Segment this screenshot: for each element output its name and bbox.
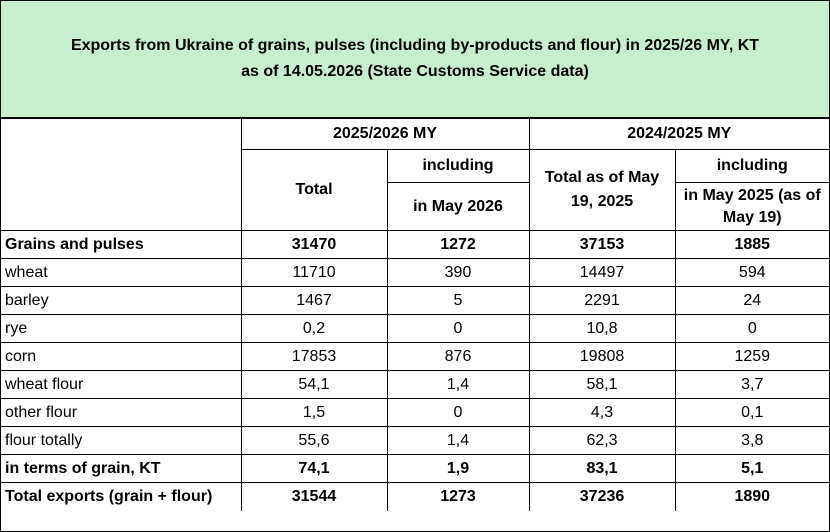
cell-total-2025: 37153: [528, 230, 676, 259]
title-line-1: Exports from Ukraine of grains, pulses (…: [70, 37, 760, 54]
table-row: Grains and pulses 31470 1272 37153 1885: [1, 230, 830, 259]
table-row: wheat 11710 390 14497 594: [1, 258, 830, 287]
row-label: corn: [1, 342, 242, 371]
cell-total-2025: 83,1: [528, 454, 676, 483]
cell-total-2025: 37236: [528, 482, 676, 511]
header-total-as-of-may-19: Total as of May 19, 2025: [528, 149, 676, 231]
header-in-may-2025: in May 2025 (as of May 19): [683, 186, 821, 226]
title-line-2: as of 14.05.2026 (State Customs Service …: [241, 63, 589, 80]
row-label: wheat flour: [1, 370, 242, 399]
header-including-a: including: [387, 150, 529, 183]
cell-may-2025: 1885: [674, 230, 830, 259]
table-row: corn 17853 876 19808 1259: [1, 342, 830, 371]
cell-may-2026: 390: [386, 258, 530, 287]
table-row: other flour 1,5 0 4,3 0,1: [1, 398, 830, 427]
row-label: wheat: [1, 258, 242, 287]
cell-total-2025: 14497: [528, 258, 676, 287]
cell-may-2025: 1259: [674, 342, 830, 371]
cell-total-2026: 31544: [240, 482, 388, 511]
cell-total-2026: 54,1: [240, 370, 388, 399]
cell-total-2026: 1,5: [240, 398, 388, 427]
table-row: Total exports (grain + flour) 31544 1273…: [1, 482, 830, 511]
row-label: other flour: [1, 398, 242, 427]
cell-total-2026: 17853: [240, 342, 388, 371]
header-including-b: including: [675, 150, 830, 183]
exports-table: 2025/2026 MY 2024/2025 MY Total includin…: [1, 118, 830, 511]
header-including-may-2025: including in May 2025 (as of May 19): [674, 149, 830, 231]
cell-may-2026: 1273: [386, 482, 530, 511]
cell-total-2026: 1467: [240, 286, 388, 315]
row-label: in terms of grain, KT: [1, 454, 242, 483]
cell-total-2026: 55,6: [240, 426, 388, 455]
row-label: barley: [1, 286, 242, 315]
cell-total-2025: 62,3: [528, 426, 676, 455]
cell-may-2025: 0,1: [674, 398, 830, 427]
table-row: barley 1467 5 2291 24: [1, 286, 830, 315]
cell-may-2025: 5,1: [674, 454, 830, 483]
row-label: flour totally: [1, 426, 242, 455]
header-including-may-2026: including in May 2026: [386, 149, 530, 231]
header-total: Total: [240, 149, 388, 231]
cell-total-2026: 0,2: [240, 314, 388, 343]
header-my-2024-25: 2024/2025 MY: [528, 118, 830, 150]
table-title: Exports from Ukraine of grains, pulses (…: [1, 1, 829, 118]
cell-may-2026: 1,4: [386, 370, 530, 399]
row-label: Grains and pulses: [1, 230, 242, 259]
cell-may-2026: 1,4: [386, 426, 530, 455]
row-label: Total exports (grain + flour): [1, 482, 242, 511]
cell-may-2026: 1,9: [386, 454, 530, 483]
cell-may-2026: 1272: [386, 230, 530, 259]
cell-total-2025: 4,3: [528, 398, 676, 427]
header-my-2025-26: 2025/2026 MY: [240, 118, 530, 150]
cell-total-2026: 31470: [240, 230, 388, 259]
header-empty-cell: [1, 118, 242, 231]
cell-may-2025: 3,7: [674, 370, 830, 399]
cell-may-2026: 0: [386, 398, 530, 427]
cell-total-2025: 58,1: [528, 370, 676, 399]
table-row: flour totally 55,6 1,4 62,3 3,8: [1, 426, 830, 455]
row-label: rye: [1, 314, 242, 343]
cell-may-2025: 1890: [674, 482, 830, 511]
cell-total-2025: 19808: [528, 342, 676, 371]
cell-total-2025: 2291: [528, 286, 676, 315]
cell-total-2025: 10,8: [528, 314, 676, 343]
header-in-may-2026: in May 2026: [413, 198, 503, 215]
table-row: in terms of grain, KT 74,1 1,9 83,1 5,1: [1, 454, 830, 483]
cell-may-2025: 3,8: [674, 426, 830, 455]
cell-may-2026: 876: [386, 342, 530, 371]
table-row: wheat flour 54,1 1,4 58,1 3,7: [1, 370, 830, 399]
cell-may-2025: 0: [674, 314, 830, 343]
cell-may-2026: 0: [386, 314, 530, 343]
cell-may-2026: 5: [386, 286, 530, 315]
cell-total-2026: 74,1: [240, 454, 388, 483]
cell-may-2025: 594: [674, 258, 830, 287]
cell-total-2026: 11710: [240, 258, 388, 287]
table-row: rye 0,2 0 10,8 0: [1, 314, 830, 343]
cell-may-2025: 24: [674, 286, 830, 315]
